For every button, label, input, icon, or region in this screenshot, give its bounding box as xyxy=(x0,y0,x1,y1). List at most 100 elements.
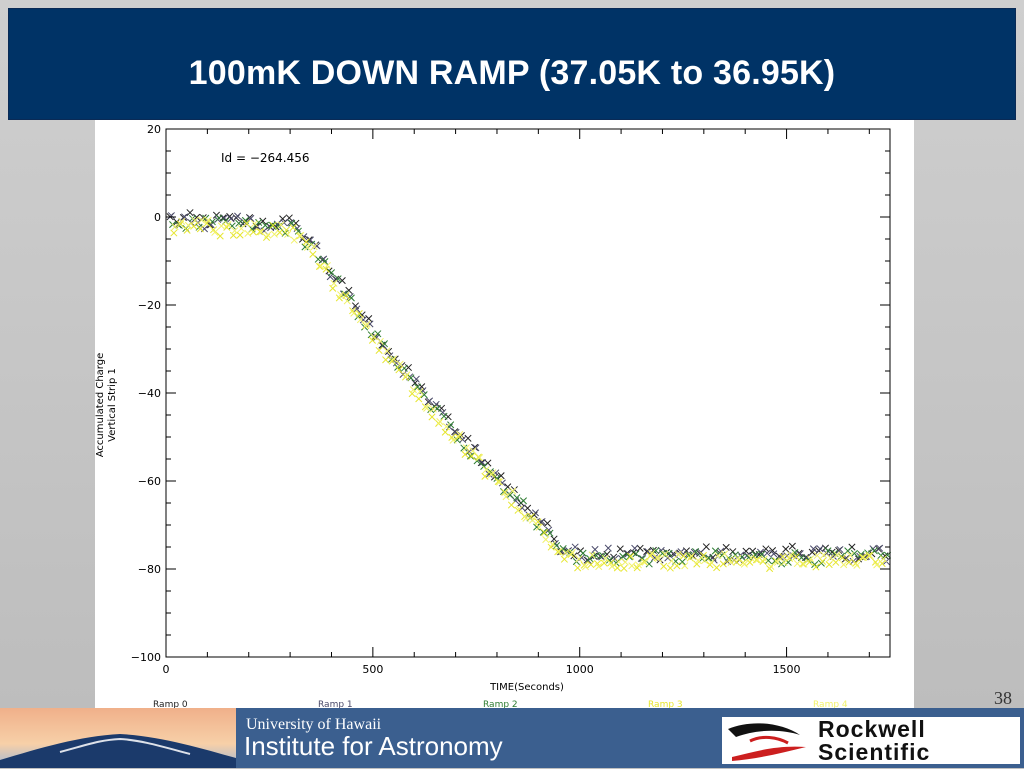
data-point xyxy=(534,518,542,526)
data-point xyxy=(581,563,590,571)
data-point xyxy=(873,561,881,569)
data-point xyxy=(375,346,383,354)
x-tick-label: 0 xyxy=(163,663,170,676)
data-point xyxy=(286,219,295,227)
data-point xyxy=(250,220,259,228)
data-point xyxy=(257,228,265,236)
data-point xyxy=(766,565,774,573)
data-point xyxy=(680,552,688,560)
data-point xyxy=(711,547,719,555)
data-point xyxy=(236,231,244,239)
data-point xyxy=(550,535,558,543)
data-point xyxy=(877,551,885,560)
data-point xyxy=(317,262,325,270)
data-point xyxy=(289,224,297,232)
data-point xyxy=(462,444,470,452)
data-point xyxy=(469,447,477,455)
data-point xyxy=(813,551,821,560)
data-point xyxy=(329,284,337,292)
data-point xyxy=(310,243,318,251)
data-point xyxy=(244,229,252,237)
data-point xyxy=(208,218,216,226)
slide-title: 100mK DOWN RAMP (37.05K to 36.95K) xyxy=(188,54,836,92)
data-point xyxy=(743,551,751,559)
data-point xyxy=(836,545,844,554)
data-point xyxy=(524,504,532,512)
data-point xyxy=(792,553,800,561)
data-point xyxy=(382,356,390,364)
data-point xyxy=(732,558,741,566)
data-point xyxy=(719,560,727,568)
title-bar: 100mK DOWN RAMP (37.05K to 36.95K) xyxy=(8,8,1016,120)
data-point xyxy=(632,550,640,558)
data-point xyxy=(587,561,595,569)
data-point xyxy=(276,228,284,237)
data-point xyxy=(460,444,468,452)
data-point xyxy=(727,558,735,566)
data-point xyxy=(674,550,682,559)
data-point xyxy=(740,560,748,568)
data-point xyxy=(845,558,853,566)
data-point xyxy=(706,561,714,569)
data-point xyxy=(507,501,516,509)
data-point xyxy=(519,497,528,505)
data-point xyxy=(495,478,504,486)
data-point xyxy=(259,217,267,225)
data-point xyxy=(302,238,310,246)
data-points xyxy=(166,209,892,573)
data-point xyxy=(396,360,404,368)
data-point xyxy=(625,553,633,561)
data-point xyxy=(171,223,179,231)
x-tick-label: 1500 xyxy=(773,663,801,676)
data-point xyxy=(423,404,431,412)
y-tick-label: −40 xyxy=(138,387,161,400)
data-point xyxy=(374,330,382,338)
data-point xyxy=(337,291,345,299)
data-point xyxy=(620,564,628,572)
x-axis-title: TIME(Seconds) xyxy=(489,682,564,693)
data-point xyxy=(436,418,444,426)
data-point xyxy=(170,229,178,237)
data-point xyxy=(686,554,694,562)
data-point xyxy=(562,549,570,557)
data-point xyxy=(559,545,567,553)
data-point xyxy=(832,558,840,566)
data-point xyxy=(401,373,410,381)
data-point xyxy=(838,554,846,562)
data-point xyxy=(852,559,860,567)
y-tick-label: 20 xyxy=(147,123,161,136)
axis-ticks xyxy=(165,128,890,658)
y-tick-label: −60 xyxy=(138,475,161,488)
legend: Ramp 0 Ramp 1 Ramp 2 Ramp 3 Ramp 4 xyxy=(153,700,848,710)
scatter-chart: 20 0 −20 −40 −60 −80 −100 0 500 1000 1500 Id = −2… xyxy=(95,123,892,710)
data-point xyxy=(326,273,334,281)
data-point xyxy=(370,333,378,341)
data-point xyxy=(464,434,472,442)
data-point xyxy=(184,221,192,229)
data-point xyxy=(277,221,285,229)
y-axis-title-line1: Accumulated Charge xyxy=(95,353,106,457)
data-point xyxy=(196,225,204,233)
data-point xyxy=(846,551,854,559)
data-point xyxy=(231,227,239,235)
data-point xyxy=(235,219,243,227)
data-point xyxy=(425,397,434,405)
data-point xyxy=(441,428,449,436)
data-point xyxy=(661,550,669,558)
data-point xyxy=(509,487,517,495)
data-point xyxy=(428,413,436,421)
data-point xyxy=(383,347,391,355)
data-point xyxy=(229,231,237,239)
data-point xyxy=(726,556,734,564)
data-point xyxy=(752,556,760,564)
data-point xyxy=(762,545,770,553)
rockwell-logo-box xyxy=(722,717,1020,764)
data-point xyxy=(502,493,510,501)
data-point xyxy=(461,450,469,458)
data-point xyxy=(343,297,351,305)
data-point xyxy=(600,559,608,567)
data-point xyxy=(869,545,877,553)
data-point xyxy=(619,552,627,560)
data-point xyxy=(363,320,371,328)
data-point xyxy=(791,549,799,557)
